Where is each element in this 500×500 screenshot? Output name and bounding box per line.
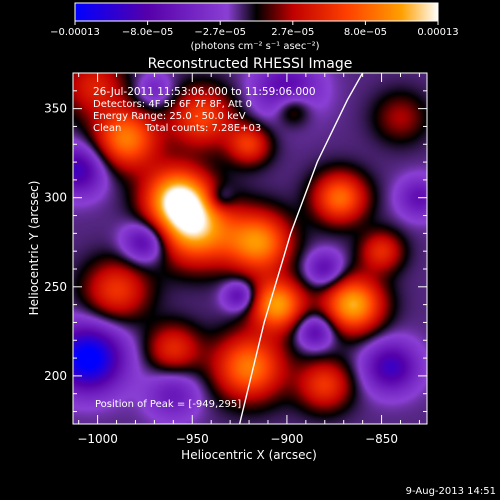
- solar-limb-line: [238, 73, 364, 424]
- detectors-text: Detectors: 4F 5F 6F 7F 8F, Att 0: [93, 99, 252, 110]
- y-tick-label: 200: [44, 369, 67, 383]
- colorbar-tick-label: −0.00013: [50, 27, 100, 38]
- colorbar-units-label: (photons cm⁻² s⁻¹ asec⁻²): [190, 41, 319, 52]
- energy-range-text: Energy Range: 25.0 - 50.0 keV: [93, 111, 246, 122]
- x-tick-label: −900: [270, 432, 303, 446]
- algorithm-text: Clean: [93, 123, 121, 134]
- x-tick-label: −1000: [77, 432, 118, 446]
- colorbar-tick-label: −8.0e−05: [122, 27, 174, 38]
- x-tick-label: −950: [176, 432, 209, 446]
- colorbar-gradient: [74, 2, 439, 22]
- axis-ticks: [73, 72, 427, 424]
- x-tick-labels: −1000 −950 −900 −850: [77, 432, 398, 446]
- x-axis-label: Heliocentric X (arcsec): [181, 448, 317, 462]
- colorbar-tick-label: 0.00013: [417, 27, 458, 38]
- x-tick-label: −850: [365, 432, 398, 446]
- y-tick-label: 250: [44, 280, 67, 294]
- plot-area: −1000 −950 −900 −850 200 250 300 350: [44, 72, 428, 446]
- colorbar: −0.00013 −8.0e−05 −2.7e−05 2.7e−05 8.0e−05 0.…: [50, 2, 459, 52]
- y-axis-label: Heliocentric Y (arcsec): [27, 181, 41, 316]
- peak-position-text: Position of Peak = [-949,295]: [95, 399, 241, 410]
- colorbar-ticks: [74, 21, 439, 25]
- y-tick-label: 300: [44, 191, 67, 205]
- y-tick-labels: 200 250 300 350: [44, 102, 67, 383]
- plot-frame: [72, 72, 428, 425]
- colorbar-tick-label: −2.7e−05: [194, 27, 246, 38]
- colorbar-tick-label: 8.0e−05: [344, 27, 387, 38]
- colorbar-tick-label: 2.7e−05: [271, 27, 314, 38]
- plot-annotations: 26-Jul-2011 11:53:06.000 to 11:59:06.000…: [93, 86, 316, 410]
- chart-title: Reconstructed RHESSI Image: [148, 56, 353, 72]
- colorbar-tick-labels: −0.00013 −8.0e−05 −2.7e−05 2.7e−05 8.0e−05 0.…: [50, 27, 459, 38]
- footer-date: 9-Aug-2013 14:51: [406, 486, 496, 497]
- heatmap-image: [73, 73, 427, 424]
- total-counts-text: Total counts: 7.28E+03: [144, 123, 261, 134]
- y-tick-label: 350: [44, 102, 67, 116]
- time-range-text: 26-Jul-2011 11:53:06.000 to 11:59:06.000: [93, 86, 316, 98]
